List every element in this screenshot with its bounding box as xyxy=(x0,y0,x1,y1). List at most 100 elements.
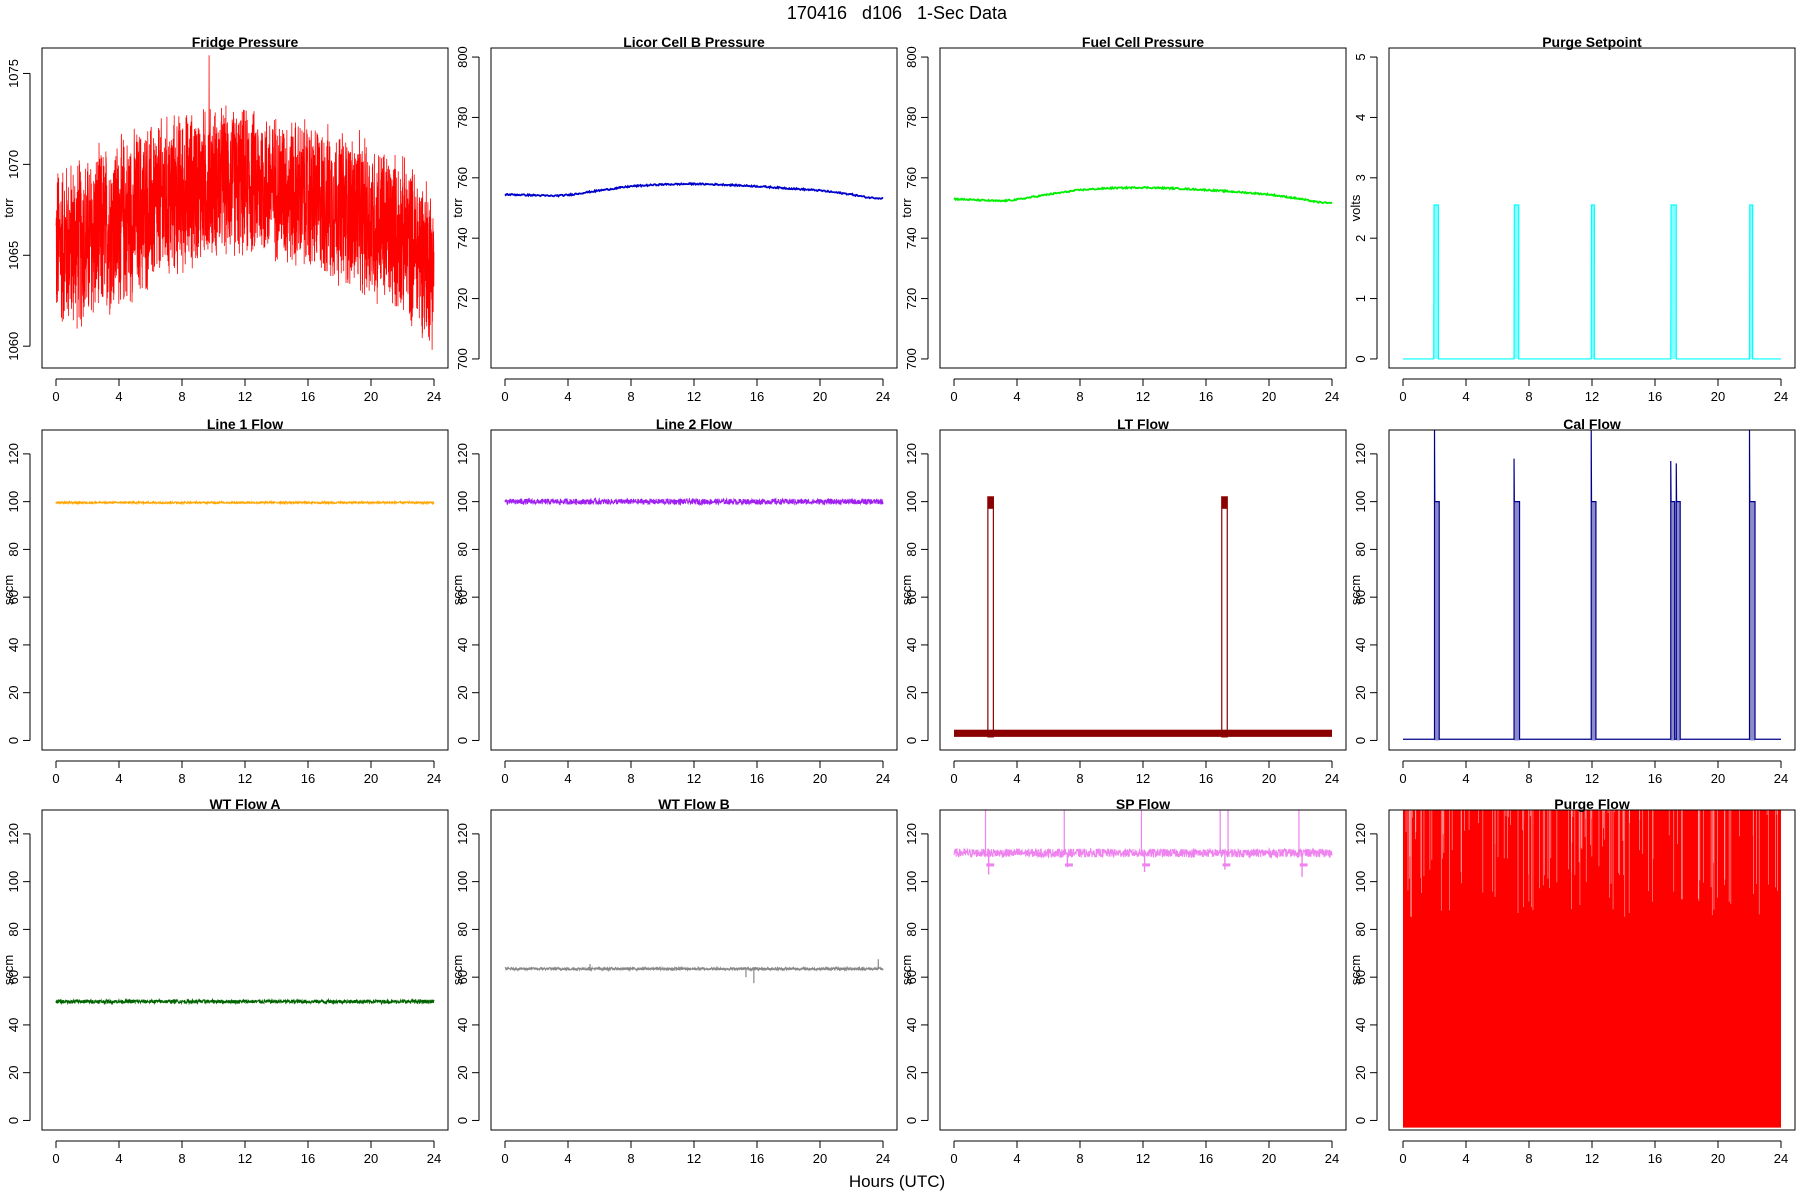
pulse-lt-flow-1 xyxy=(1221,496,1228,738)
x-tick-label-licor-cell-b-pressure-4: 4 xyxy=(564,389,571,404)
series-line-2-flow xyxy=(504,496,884,507)
plot-area-cal-flow xyxy=(1403,430,1781,741)
plot-area-lt-flow xyxy=(954,496,1332,738)
y-tick-label-fridge-pressure-1065: 1065 xyxy=(6,241,21,270)
y-tick-label-cal-flow-80: 80 xyxy=(1353,542,1368,556)
x-tick-label-cal-flow-4: 4 xyxy=(1462,771,1469,786)
x-tick-label-purge-flow-8: 8 xyxy=(1525,1151,1532,1166)
y-tick-label-wt-flow-b-0: 0 xyxy=(455,1117,470,1124)
y-tick-label-sp-flow-20: 20 xyxy=(904,1065,919,1079)
y-tick-label-line-1-flow-20: 20 xyxy=(6,685,21,699)
y-tick-label-purge-setpoint-2: 2 xyxy=(1353,235,1368,242)
x-tick-label-purge-flow-20: 20 xyxy=(1711,1151,1725,1166)
x-tick-label-wt-flow-b-20: 20 xyxy=(813,1151,827,1166)
y-tick-label-licor-cell-b-pressure-720: 720 xyxy=(455,288,470,310)
x-tick-label-licor-cell-b-pressure-20: 20 xyxy=(813,389,827,404)
x-tick-label-wt-flow-a-20: 20 xyxy=(364,1151,378,1166)
panel-title-sp-flow: SP Flow xyxy=(1116,796,1170,812)
y-tick-label-line-1-flow-120: 120 xyxy=(6,443,21,465)
y-tick-label-lt-flow-120: 120 xyxy=(904,443,919,465)
y-tick-label-fuel-cell-pressure-700: 700 xyxy=(904,348,919,370)
y-tick-label-line-2-flow-20: 20 xyxy=(455,685,470,699)
x-tick-label-lt-flow-12: 12 xyxy=(1136,771,1150,786)
x-tick-label-line-1-flow-0: 0 xyxy=(52,771,59,786)
y-tick-label-line-2-flow-0: 0 xyxy=(455,737,470,744)
series-fridge-pressure xyxy=(55,55,435,350)
y-tick-label-purge-flow-0: 0 xyxy=(1353,1117,1368,1124)
series-purge-setpoint xyxy=(1403,204,1781,360)
y-tick-label-line-2-flow-120: 120 xyxy=(455,443,470,465)
plot-area-line-2-flow xyxy=(504,496,884,507)
x-tick-label-licor-cell-b-pressure-8: 8 xyxy=(627,389,634,404)
y-label-sp-flow: sccm xyxy=(899,955,914,985)
pulse-purge-setpoint-2 xyxy=(1591,204,1595,359)
y-tick-label-line-1-flow-100: 100 xyxy=(6,491,21,513)
x-tick-label-lt-flow-24: 24 xyxy=(1325,771,1339,786)
x-tick-label-line-2-flow-0: 0 xyxy=(501,771,508,786)
frame-wt-flow-b xyxy=(490,809,898,1131)
y-tick-label-sp-flow-40: 40 xyxy=(904,1018,919,1032)
x-tick-label-licor-cell-b-pressure-12: 12 xyxy=(687,389,701,404)
frame-fuel-cell-pressure xyxy=(939,47,1347,369)
y-tick-label-sp-flow-0: 0 xyxy=(904,1117,919,1124)
x-tick-label-wt-flow-b-24: 24 xyxy=(876,1151,890,1166)
y-tick-label-wt-flow-a-60: 60 xyxy=(6,970,21,984)
y-label-line-2-flow: sccm xyxy=(450,575,465,605)
x-tick-label-lt-flow-16: 16 xyxy=(1199,771,1213,786)
frame-line-2-flow xyxy=(490,429,898,751)
panel-fridge-pressure: Fridge Pressure 0 4 8 12 16 20 24 1060 1065 1070 10… xyxy=(1,34,449,404)
pulse-lt-flow-0 xyxy=(987,496,994,738)
frame-wt-flow-a xyxy=(41,809,449,1131)
panel-title-purge-setpoint: Purge Setpoint xyxy=(1542,34,1642,50)
x-tick-label-line-2-flow-12: 12 xyxy=(687,771,701,786)
pulse-cap-lt-flow-1 xyxy=(1221,496,1228,509)
y-tick-label-fuel-cell-pressure-720: 720 xyxy=(904,288,919,310)
x-tick-label-lt-flow-0: 0 xyxy=(950,771,957,786)
y-label-licor-cell-b-pressure: torr xyxy=(450,198,465,218)
panel-title-cal-flow: Cal Flow xyxy=(1563,416,1621,432)
y-tick-label-lt-flow-100: 100 xyxy=(904,491,919,513)
y-tick-label-purge-flow-20: 20 xyxy=(1353,1065,1368,1079)
y-tick-label-wt-flow-a-100: 100 xyxy=(6,871,21,893)
x-tick-label-purge-setpoint-16: 16 xyxy=(1648,389,1662,404)
x-tick-label-lt-flow-20: 20 xyxy=(1262,771,1276,786)
frame-sp-flow xyxy=(939,809,1347,1131)
y-tick-label-wt-flow-b-20: 20 xyxy=(455,1065,470,1079)
plot-area-wt-flow-a xyxy=(55,997,435,1006)
pulse-cal-flow-0 xyxy=(1434,501,1440,741)
x-tick-label-fuel-cell-pressure-20: 20 xyxy=(1262,389,1276,404)
x-tick-label-sp-flow-16: 16 xyxy=(1199,1151,1213,1166)
panel-fuel-cell-pressure: Fuel Cell Pressure 0 4 8 12 16 20 24 700 720 740 76… xyxy=(899,34,1347,404)
x-tick-label-line-1-flow-20: 20 xyxy=(364,771,378,786)
x-tick-label-fridge-pressure-20: 20 xyxy=(364,389,378,404)
x-tick-label-sp-flow-20: 20 xyxy=(1262,1151,1276,1166)
pulse-cal-flow-3 xyxy=(1670,501,1675,741)
panel-title-line-1-flow: Line 1 Flow xyxy=(207,416,283,432)
x-tick-label-purge-setpoint-8: 8 xyxy=(1525,389,1532,404)
y-label-purge-flow: sccm xyxy=(1348,955,1363,985)
x-tick-label-purge-setpoint-24: 24 xyxy=(1774,389,1788,404)
y-label-fuel-cell-pressure: torr xyxy=(899,198,914,218)
series-cal-flow xyxy=(1403,430,1781,740)
x-tick-label-sp-flow-8: 8 xyxy=(1076,1151,1083,1166)
y-tick-label-sp-flow-120: 120 xyxy=(904,823,919,845)
x-tick-label-wt-flow-b-4: 4 xyxy=(564,1151,571,1166)
y-tick-label-lt-flow-80: 80 xyxy=(904,542,919,556)
figure-xlabel: Hours (UTC) xyxy=(849,1172,945,1191)
x-tick-label-purge-flow-24: 24 xyxy=(1774,1151,1788,1166)
frame-lt-flow xyxy=(939,429,1347,751)
x-tick-label-wt-flow-a-8: 8 xyxy=(178,1151,185,1166)
y-tick-label-wt-flow-b-60: 60 xyxy=(455,970,470,984)
panel-title-lt-flow: LT Flow xyxy=(1117,416,1169,432)
y-tick-label-wt-flow-a-20: 20 xyxy=(6,1065,21,1079)
x-tick-label-line-1-flow-8: 8 xyxy=(178,771,185,786)
y-tick-label-wt-flow-a-120: 120 xyxy=(6,823,21,845)
pulse-cal-flow-4 xyxy=(1676,501,1681,741)
y-tick-label-licor-cell-b-pressure-760: 760 xyxy=(455,167,470,189)
y-label-fridge-pressure: torr xyxy=(1,198,16,218)
x-tick-label-licor-cell-b-pressure-16: 16 xyxy=(750,389,764,404)
series-line-1-flow xyxy=(55,499,435,506)
y-tick-label-wt-flow-b-100: 100 xyxy=(455,871,470,893)
plot-area-licor-cell-b-pressure xyxy=(504,181,884,200)
y-tick-label-cal-flow-40: 40 xyxy=(1353,638,1368,652)
